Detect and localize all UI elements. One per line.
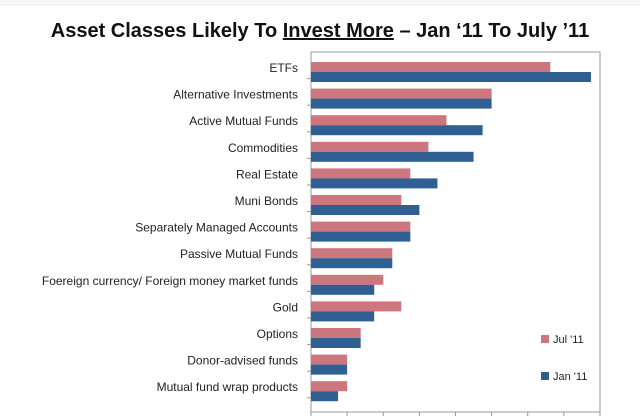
bar-jul-11: [311, 168, 411, 179]
legend-label-jan-11: Jan '11: [553, 371, 587, 383]
bar-jul-11: [311, 115, 447, 126]
bar-jan-11: [311, 98, 492, 109]
bar-jul-11: [311, 354, 348, 365]
bar-jul-11: [311, 328, 361, 338]
bar-jul-11: [311, 88, 492, 99]
category-label: Real Estate: [236, 167, 298, 181]
chart-title: Asset Classes Likely To Invest More – Ja…: [0, 20, 640, 43]
category-label: Passive Mutual Funds: [180, 247, 298, 261]
category-label: Donor-advised funds: [187, 354, 298, 368]
bar-jan-11: [311, 391, 339, 402]
bar-jan-11: [311, 311, 375, 322]
bar-jul-11: [311, 274, 384, 285]
category-label: Gold: [273, 300, 298, 314]
bar-jul-11: [311, 62, 551, 72]
bar-jan-11: [311, 338, 361, 348]
category-label: Muni Bonds: [235, 194, 298, 208]
category-label: Commodities: [228, 141, 298, 155]
legend-swatch-jan-11: [541, 372, 549, 380]
category-label: Mutual fund wrap products: [157, 380, 298, 394]
bar-jul-11: [311, 195, 402, 205]
bar-jan-11: [311, 258, 393, 269]
category-label: ETFs: [269, 61, 298, 75]
bar-jan-11: [311, 151, 474, 162]
bar-jul-11: [311, 141, 429, 152]
title-underlined: Invest More: [282, 20, 394, 42]
category-label: Active Mutual Funds: [189, 114, 298, 128]
bar-jul-11: [311, 221, 411, 232]
title-after: – Jan ‘11 To July ’11: [393, 20, 590, 42]
bar-jan-11: [311, 125, 483, 136]
bar-jan-11: [311, 231, 411, 242]
category-label: Foereign currency/ Foreign money market …: [42, 274, 298, 288]
bar-jul-11: [311, 301, 402, 312]
bar-jan-11: [311, 284, 375, 295]
bar-jul-11: [311, 381, 348, 392]
legend-swatch-jul-11: [541, 335, 549, 343]
bar-jan-11: [311, 178, 438, 189]
bar-jan-11: [311, 205, 420, 215]
bar-jan-11: [311, 364, 348, 375]
category-label: Options: [257, 327, 298, 341]
title-before: Asset Classes Likely To: [50, 20, 283, 42]
category-label: Separately Managed Accounts: [135, 221, 298, 235]
bar-jul-11: [311, 248, 393, 259]
bar-jan-11: [311, 72, 591, 82]
legend-label-jul-11: Jul '11: [553, 334, 584, 346]
category-label: Alternative Investments: [173, 88, 298, 102]
top-strip: [0, 0, 640, 6]
